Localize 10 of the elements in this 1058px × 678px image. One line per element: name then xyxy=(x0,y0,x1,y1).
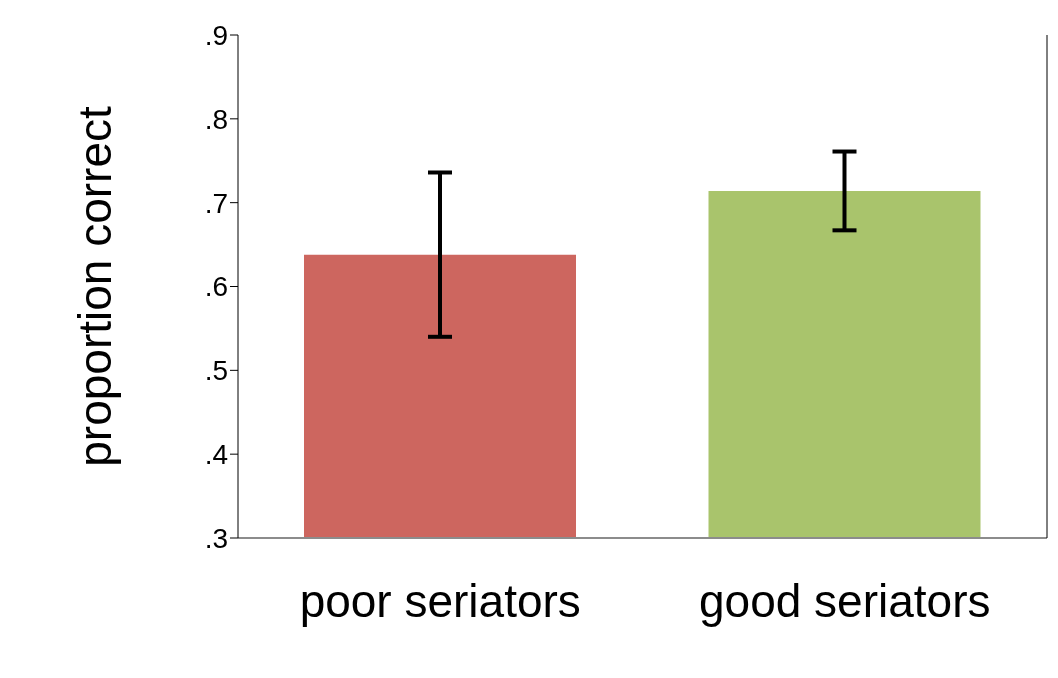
x-tick-label: good seriators xyxy=(699,574,991,627)
y-tick-label: .8 xyxy=(204,103,228,135)
y-tick-label: .6 xyxy=(204,271,228,303)
y-tick-label: .5 xyxy=(204,355,228,387)
x-tick-label: poor seriators xyxy=(299,574,581,627)
y-tick-label: .4 xyxy=(204,439,228,471)
y-tick-label: .3 xyxy=(204,522,228,554)
y-axis-title: proportion correct xyxy=(69,106,122,467)
y-tick-label: .9 xyxy=(204,19,228,51)
y-tick-label: .7 xyxy=(204,187,228,219)
